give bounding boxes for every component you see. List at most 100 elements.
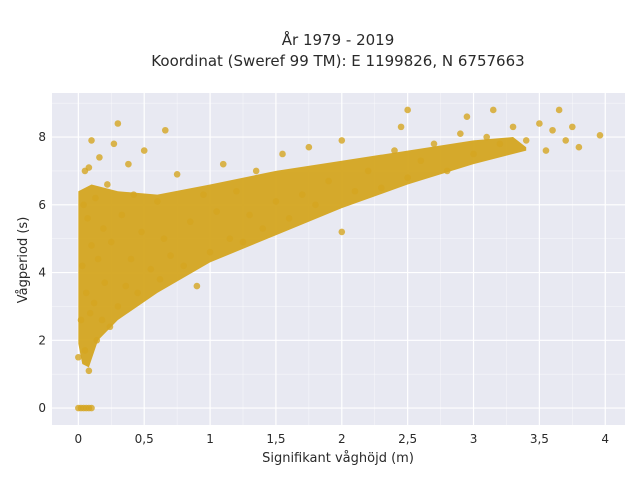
data-point: [298, 191, 306, 198]
data-point: [596, 132, 604, 139]
data-point: [430, 140, 438, 148]
dense-point-cloud: [78, 137, 527, 368]
data-point: [138, 228, 145, 236]
data-point: [404, 106, 411, 114]
data-point: [351, 187, 359, 195]
x-tick-label: 1: [206, 432, 214, 446]
data-point: [470, 150, 477, 158]
data-point: [252, 167, 260, 175]
data-point: [562, 137, 570, 144]
data-point: [127, 255, 135, 263]
y-tick-label: 4: [38, 266, 46, 280]
data-point: [82, 289, 90, 297]
data-point: [549, 126, 556, 134]
data-point: [101, 279, 108, 287]
data-point: [417, 157, 425, 165]
data-point: [305, 143, 313, 151]
data-point: [90, 299, 98, 307]
data-point: [85, 164, 93, 171]
data-point: [88, 137, 95, 144]
data-point: [88, 404, 95, 412]
data-point: [147, 265, 155, 273]
data-point: [233, 187, 240, 195]
data-point: [125, 160, 132, 168]
chart-title-line1: År 1979 - 2019: [282, 30, 395, 49]
data-point: [85, 367, 93, 375]
data-point: [88, 242, 95, 249]
data-point: [213, 208, 220, 215]
data-point: [187, 218, 194, 226]
data-point: [156, 276, 164, 283]
data-point: [536, 120, 543, 127]
data-point: [81, 347, 89, 354]
data-point: [75, 353, 82, 361]
data-point: [114, 303, 122, 310]
data-point: [457, 130, 464, 137]
y-tick-label: 2: [38, 333, 46, 347]
data-point: [86, 309, 94, 317]
data-point: [378, 184, 385, 192]
data-point: [569, 123, 576, 131]
y-tick-label: 0: [38, 401, 46, 415]
data-point: [167, 252, 174, 259]
x-axis-title: Signifikant våghöjd (m): [262, 451, 414, 466]
data-point: [92, 194, 99, 202]
data-point: [173, 171, 181, 178]
data-point: [114, 120, 122, 127]
data-point: [93, 337, 101, 344]
data-point: [140, 147, 148, 154]
data-point: [100, 225, 107, 232]
data-point: [496, 140, 504, 148]
x-tick-label: 2: [338, 432, 346, 446]
x-axis-ticks: 0 0,5 1 1,5 2 2,5 3 3,5 4: [75, 432, 610, 446]
data-point: [107, 238, 115, 246]
data-point: [285, 215, 293, 222]
data-point: [279, 150, 286, 158]
data-point: [483, 133, 490, 141]
data-point: [154, 198, 161, 205]
chart-title-line2: Koordinat (Sweref 99 TM): E 1199826, N 6…: [151, 52, 524, 70]
data-point: [312, 201, 319, 209]
data-point: [575, 143, 583, 151]
x-tick-label: 1,5: [266, 432, 285, 446]
data-point: [509, 123, 517, 131]
data-point: [272, 198, 280, 205]
data-point: [98, 316, 106, 324]
data-point: [80, 201, 87, 209]
data-point: [104, 181, 111, 188]
data-point: [219, 160, 227, 168]
data-point: [463, 113, 471, 121]
data-point: [555, 106, 563, 114]
x-tick-label: 3: [470, 432, 478, 446]
point-density-band: [78, 137, 527, 368]
x-tick-label: 3,5: [530, 432, 549, 446]
data-point: [122, 282, 130, 290]
data-point: [193, 282, 201, 290]
y-axis-ticks: 0 2 4 6 8: [38, 130, 46, 415]
data-point: [130, 191, 137, 198]
data-point: [489, 106, 497, 114]
data-point: [94, 255, 102, 263]
data-point: [325, 177, 332, 185]
data-point: [246, 211, 253, 219]
data-point: [404, 174, 411, 181]
data-point: [200, 191, 207, 198]
data-point: [134, 289, 141, 297]
y-tick-label: 6: [38, 198, 46, 212]
data-point: [110, 140, 118, 148]
data-point: [84, 215, 91, 222]
data-point: [77, 316, 85, 324]
data-point: [443, 167, 451, 175]
data-points: [75, 106, 604, 412]
data-point: [78, 262, 86, 270]
data-point: [391, 147, 398, 154]
data-point: [206, 248, 214, 256]
data-point: [106, 323, 114, 331]
data-point: [259, 225, 267, 232]
data-point: [397, 123, 405, 131]
x-tick-label: 4: [601, 432, 609, 446]
data-point: [118, 211, 126, 219]
data-point: [226, 235, 234, 242]
data-point: [96, 154, 103, 161]
